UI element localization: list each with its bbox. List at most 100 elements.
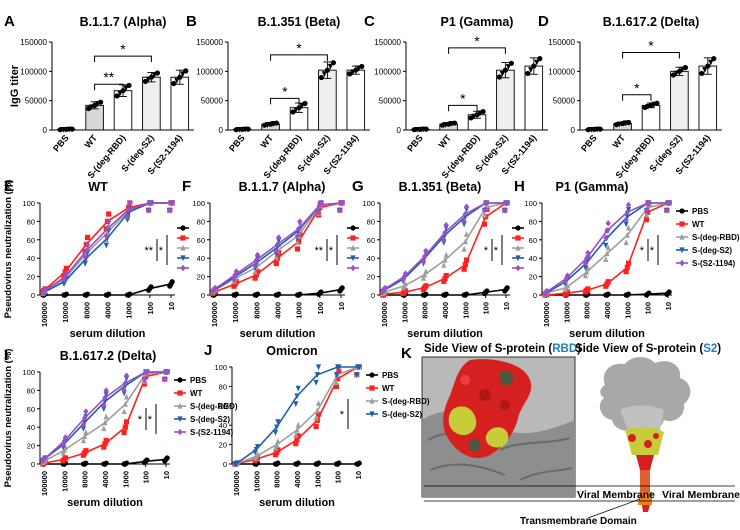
data-point	[123, 393, 130, 400]
data-point	[462, 238, 468, 245]
y-tick-label: 0	[31, 291, 35, 300]
data-point	[330, 60, 336, 66]
data-point	[148, 74, 154, 80]
data-point	[101, 425, 107, 432]
data-point	[177, 74, 183, 80]
data-point	[336, 364, 342, 371]
data-point	[443, 291, 449, 297]
data-point	[294, 426, 300, 433]
data-point	[273, 248, 279, 255]
data-point	[274, 120, 280, 126]
data-point	[83, 460, 89, 466]
x-tick-label: 100	[146, 302, 155, 315]
y-tick-label: 50000	[201, 97, 224, 106]
data-point	[643, 211, 650, 218]
data-point	[167, 207, 173, 214]
k-right-title-prefix: Side View of S-protein (	[575, 343, 703, 355]
data-point	[80, 421, 87, 428]
x-tick-label: 1000	[125, 302, 134, 319]
data-point	[114, 93, 120, 99]
significance-label: *	[460, 90, 466, 106]
data-point	[646, 199, 652, 207]
x-tick-label: 8000	[252, 302, 261, 319]
data-point	[254, 291, 261, 297]
data-point	[400, 276, 406, 283]
data-point	[468, 115, 474, 121]
x-tick-label: 8000	[81, 471, 90, 488]
y-tick-label: 80	[197, 217, 205, 226]
data-point	[80, 425, 87, 432]
data-point	[313, 379, 319, 386]
x-axis-label: serum dilution	[67, 497, 143, 509]
data-point	[297, 218, 303, 225]
significance-label: *	[634, 80, 640, 96]
data-point	[275, 447, 281, 453]
data-point	[585, 249, 591, 257]
data-point	[484, 199, 490, 207]
data-point	[624, 214, 630, 220]
data-point	[296, 225, 302, 232]
data-point	[625, 201, 632, 209]
data-point	[318, 289, 324, 295]
data-point	[604, 250, 610, 257]
x-axis-label: serum dilution	[569, 328, 645, 340]
y-tick-label: 80	[529, 217, 537, 226]
data-point	[295, 421, 301, 428]
y-tick-label: 80	[219, 382, 227, 391]
legend-label: S-(deg-S2)	[190, 415, 230, 424]
data-point	[276, 291, 282, 297]
data-point	[290, 109, 296, 115]
y-tick-label: 80	[27, 217, 35, 226]
data-point	[442, 275, 448, 282]
legend-label: PBS	[190, 376, 207, 385]
data-point	[120, 88, 126, 94]
data-point	[123, 460, 130, 466]
legend-marker	[515, 235, 521, 241]
y-tick-label: 0	[223, 460, 227, 469]
data-point	[62, 455, 69, 461]
data-point	[275, 438, 281, 444]
data-point	[481, 207, 488, 214]
chart-title: B.1.1.7 (Alpha)	[80, 15, 167, 29]
data-point	[335, 376, 341, 382]
data-point	[499, 70, 505, 77]
significance-bracket	[270, 97, 300, 105]
x-tick-label: 100000	[232, 471, 241, 496]
data-point	[104, 225, 111, 232]
y-tick-label: 40	[367, 254, 375, 263]
data-point	[423, 268, 429, 275]
k-left-title: Side View of S-protein (RBD)	[424, 343, 581, 355]
data-point	[623, 221, 629, 228]
data-point	[122, 379, 128, 387]
significance-bracket	[622, 52, 680, 59]
y-tick-label: 60	[529, 236, 537, 245]
data-point	[481, 221, 488, 227]
data-point	[423, 283, 429, 289]
data-point	[321, 71, 327, 78]
significance-label: *	[484, 245, 489, 257]
data-point	[702, 67, 708, 73]
x-tick-label: 10	[354, 471, 363, 479]
data-point	[528, 67, 534, 73]
panel-k-structures: K Side View of S-protein (RBD) Side View…	[401, 343, 740, 527]
data-point	[92, 102, 98, 108]
data-point	[183, 68, 189, 74]
legend-marker	[180, 255, 186, 262]
legend-label: S-(deg-RBD)	[382, 397, 430, 406]
y-tick-label: 0	[533, 291, 537, 300]
data-point	[339, 285, 345, 291]
data-point	[141, 381, 148, 387]
k-left-title-suffix: )	[577, 343, 581, 355]
data-point	[253, 272, 259, 278]
x-tick-label: 1000	[461, 302, 470, 319]
legend-marker	[679, 221, 685, 227]
y-tick-label: 50000	[379, 97, 402, 106]
data-point	[564, 272, 571, 279]
x-tick-label: 4000	[101, 471, 110, 488]
data-point	[169, 279, 175, 285]
data-point	[315, 460, 322, 466]
data-point	[294, 239, 301, 246]
data-point	[537, 56, 543, 62]
chart-title: B.1.351 (Beta)	[258, 15, 341, 29]
data-point	[103, 413, 109, 420]
